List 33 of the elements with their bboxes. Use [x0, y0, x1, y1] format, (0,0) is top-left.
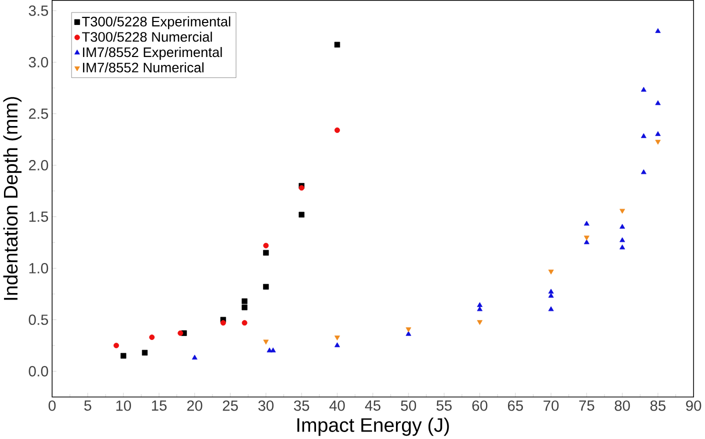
x-tick-label: 70 — [544, 400, 559, 411]
x-tick-label: 90 — [686, 400, 702, 411]
x-tick-label: 85 — [650, 400, 666, 411]
y-tick-label: 1.5 — [29, 212, 48, 222]
x-tick-label: 75 — [579, 400, 594, 411]
x-tick-label: 30 — [258, 400, 274, 411]
x-tick-label: 25 — [222, 400, 238, 411]
y-axis-title: Indentation Depth (mm) — [3, 97, 22, 300]
x-tick-label: 55 — [436, 400, 452, 411]
y-tick-label: 3.5 — [28, 5, 48, 16]
x-axis-title: Impact Energy (J) — [297, 418, 449, 436]
x-tick-label: 50 — [400, 400, 416, 411]
legend-label: T300/5228 Experimental — [82, 16, 230, 30]
legend-label: T300/5228 Numercial — [82, 32, 212, 42]
legend-label: IM7/8552 Experimental — [83, 46, 222, 60]
x-tick-label: 15 — [152, 400, 167, 411]
y-tick-label: 3.0 — [28, 56, 48, 68]
x-tick-label: 45 — [365, 400, 380, 411]
y-tick-label: 1.0 — [29, 262, 48, 274]
y-tick-label: 0.0 — [28, 366, 48, 376]
x-tick-label: 5 — [84, 400, 92, 411]
x-tick-label: 80 — [614, 400, 630, 411]
legend-label: IM7/8552 Numerical — [83, 62, 204, 72]
x-tick-label: 20 — [187, 400, 202, 411]
y-tick-label: 0.5 — [28, 314, 48, 325]
x-tick-label: 65 — [508, 400, 523, 411]
y-tick-label: 2.0 — [28, 160, 48, 170]
x-tick-label: 10 — [116, 400, 131, 411]
x-tick-label: 0 — [48, 400, 56, 411]
y-tick-label: 2.5 — [28, 108, 48, 119]
x-tick-label: 35 — [294, 400, 310, 411]
x-tick-label: 60 — [472, 400, 488, 411]
x-tick-label: 40 — [329, 400, 345, 411]
